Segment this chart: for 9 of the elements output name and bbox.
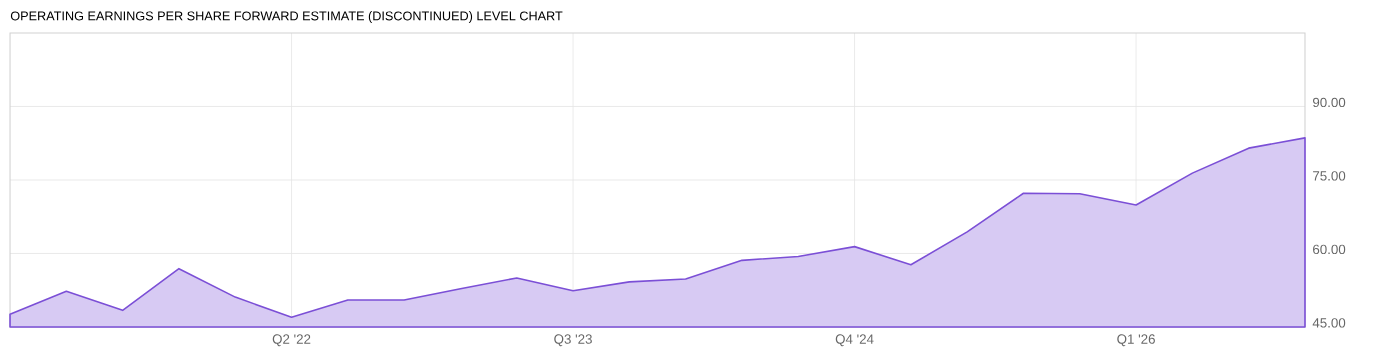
- y-tick-label: 45.00: [1312, 318, 1346, 328]
- y-tick-label: 60.00: [1313, 244, 1346, 255]
- x-tick-label: Q1 '26: [1117, 334, 1155, 347]
- x-tick-label: Q3 '23: [554, 334, 592, 347]
- chart-title: OPERATING EARNINGS PER SHARE FORWARD ESTIMATE (DISCONTINUED) LEVEL CHART: [10, 11, 563, 23]
- x-tick-label: Q4 '24: [835, 334, 874, 347]
- y-tick-label: 90.00: [1312, 97, 1346, 108]
- y-tick-label: 75.00: [1313, 171, 1346, 181]
- x-tick-label: Q2 '22: [272, 334, 311, 347]
